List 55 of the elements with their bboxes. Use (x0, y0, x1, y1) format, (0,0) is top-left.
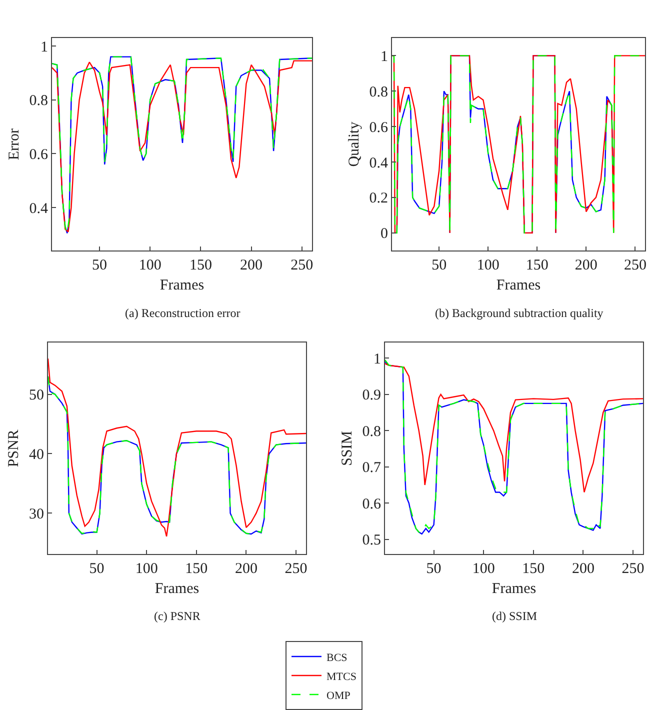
x-tick-label: 50 (432, 258, 447, 274)
text: (d) SSIM (492, 609, 538, 623)
y-axis-title: PSNR (6, 430, 22, 468)
x-axis-title: Frames (154, 581, 200, 598)
y-axis-title: Quality (346, 121, 362, 167)
y-tick-label: 0.8 (29, 93, 48, 110)
y-tick-label: 40 (29, 446, 44, 463)
y-tick-label: 0.6 (369, 120, 388, 136)
text: (a) Reconstruction error (125, 306, 240, 320)
legend-label: MTCS (326, 670, 356, 683)
y-tick-label: 0.4 (369, 155, 388, 172)
x-tick-label: 250 (290, 258, 314, 274)
y-tick-label: 0.2 (369, 190, 388, 207)
y-tick-label: 0.7 (362, 460, 382, 476)
y-tick-label: 0.8 (369, 84, 388, 100)
y-tick-label: 1 (40, 39, 48, 56)
x-tick-label: 150 (526, 258, 548, 274)
text: (b) Background subtraction quality (435, 306, 604, 320)
y-tick-label: 50 (29, 388, 44, 404)
x-tick-label: 250 (622, 561, 644, 578)
x-tick-label: 100 (472, 561, 495, 578)
x-axis-title: Frames (496, 278, 541, 294)
x-tick-label: 100 (138, 258, 162, 274)
y-tick-label: 0.8 (362, 424, 381, 440)
x-tick-label: 50 (426, 561, 442, 578)
line-series (385, 362, 643, 493)
x-tick-label: 100 (476, 258, 500, 274)
x-axis-title: Frames (492, 581, 536, 598)
x-tick-label: 200 (234, 561, 258, 578)
y-tick-label: 0.6 (29, 146, 48, 163)
text: (c) PSNR (154, 609, 200, 623)
x-tick-label: 150 (189, 258, 212, 274)
legend-label: OMP (326, 690, 350, 702)
y-tick-label: 1 (380, 48, 388, 65)
x-tick-label: 50 (92, 258, 108, 274)
y-axis-title: SSIM (340, 430, 356, 466)
y-axis-title: Error (6, 128, 22, 160)
y-tick-label: 0.9 (362, 388, 381, 404)
x-tick-label: 250 (284, 561, 308, 578)
x-tick-label: 50 (89, 561, 104, 578)
x-tick-label: 150 (522, 561, 545, 578)
y-tick-label: 30 (29, 506, 44, 522)
y-tick-label: 1 (374, 351, 381, 368)
y-tick-label: 0.6 (362, 496, 382, 512)
y-tick-label: 0.5 (362, 532, 381, 549)
x-tick-label: 200 (240, 258, 263, 274)
legend-label: BCS (326, 652, 348, 664)
x-tick-label: 150 (185, 561, 208, 578)
x-tick-label: 100 (135, 561, 158, 578)
x-tick-label: 250 (624, 258, 646, 274)
x-axis-title: Frames (160, 278, 204, 294)
x-tick-label: 200 (572, 561, 594, 578)
x-tick-label: 200 (574, 258, 598, 274)
y-tick-label: 0.4 (29, 200, 48, 217)
y-tick-label: 0 (380, 226, 388, 242)
